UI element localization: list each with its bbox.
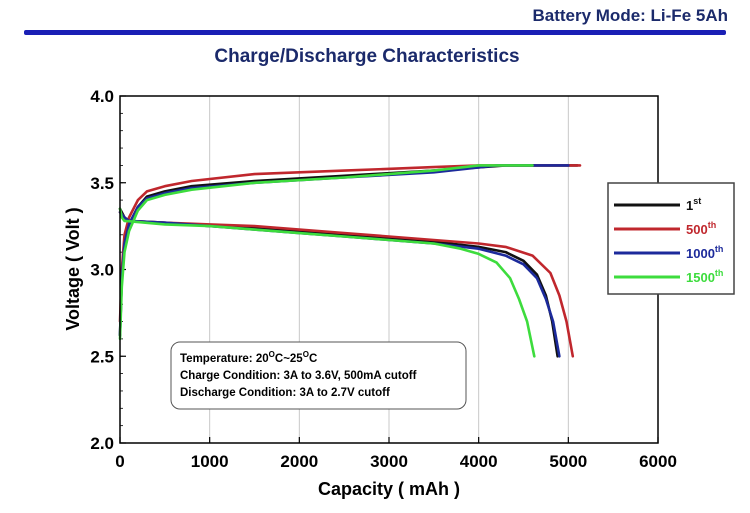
series-1500-discharge-line bbox=[118, 207, 536, 358]
legend-label-1500: 1500th bbox=[686, 268, 723, 285]
x-tick-label: 2000 bbox=[280, 452, 318, 471]
y-tick-label: 3.0 bbox=[90, 261, 114, 280]
tick-labels: 0 1000 2000 3000 4000 5000 6000 2.0 2.5 3.0 3.5 4.0 bbox=[90, 87, 677, 471]
conditions-note: Temperature: 20OC~25OC Charge Condition:… bbox=[170, 341, 467, 410]
y-tick-label: 3.5 bbox=[90, 174, 114, 193]
x-tick-label: 4000 bbox=[460, 452, 498, 471]
legend-label-1000: 1000th bbox=[686, 244, 723, 261]
y-axis-title: Voltage ( Volt ) bbox=[63, 207, 83, 330]
legend-label-500: 500th bbox=[686, 220, 716, 237]
battery-mode-title: Battery Mode: Li-Fe 5Ah bbox=[532, 6, 728, 25]
chart-title: Charge/Discharge Characteristics bbox=[214, 46, 520, 67]
x-tick-label: 0 bbox=[115, 452, 124, 471]
series-1500-charge-line bbox=[118, 164, 534, 341]
note-temperature: Temperature: 20OC~25OC bbox=[180, 350, 317, 365]
header-divider bbox=[24, 30, 726, 35]
x-tick-label: 5000 bbox=[549, 452, 587, 471]
series-500-charge-line bbox=[118, 164, 582, 323]
series-1-discharge-line bbox=[118, 207, 559, 358]
note-charge-condition: Charge Condition: 3A to 3.6V, 500mA cuto… bbox=[180, 370, 417, 382]
series-1000-charge-line bbox=[118, 164, 570, 337]
conditions-box bbox=[170, 341, 467, 410]
x-axis-title: Capacity ( mAh ) bbox=[318, 479, 460, 499]
y-tick-label: 2.0 bbox=[90, 434, 114, 453]
series-500-discharge-line bbox=[118, 210, 575, 358]
note-discharge-condition: Discharge Condition: 3A to 2.7V cutoff bbox=[180, 387, 390, 399]
y-tick-label: 2.5 bbox=[90, 347, 114, 366]
x-tick-label: 1000 bbox=[191, 452, 229, 471]
y-tick-label: 4.0 bbox=[90, 87, 114, 106]
x-tick-label: 6000 bbox=[639, 452, 677, 471]
legend-label-1: 1st bbox=[686, 196, 701, 213]
legend: 1st 500th 1000th 1500th bbox=[607, 182, 735, 295]
x-tick-label: 3000 bbox=[370, 452, 408, 471]
curves bbox=[118, 164, 582, 358]
